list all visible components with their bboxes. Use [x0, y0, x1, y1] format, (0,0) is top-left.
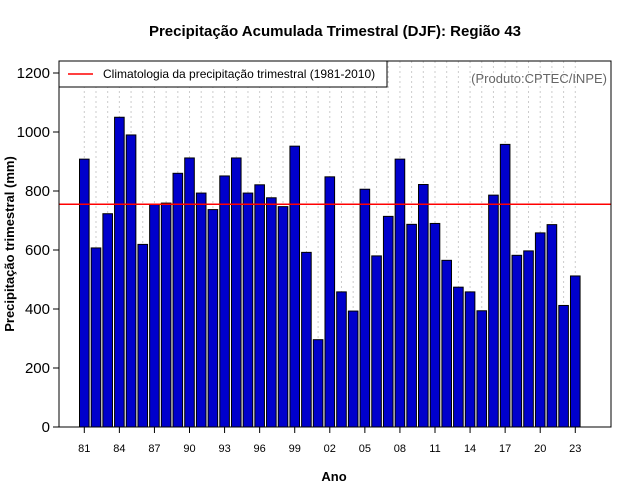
bar-19 — [523, 250, 534, 428]
bar-86 — [137, 243, 149, 428]
bar-07 — [382, 215, 394, 428]
x-axis-title: Ano — [321, 469, 346, 484]
bar-18 — [511, 254, 523, 428]
x-tick-label: 93 — [218, 443, 230, 455]
x-tick-label: 90 — [183, 443, 195, 455]
bar-93 — [219, 175, 230, 428]
y-tick-label: 200 — [25, 360, 50, 377]
bar-02 — [324, 176, 336, 428]
bar-83 — [102, 213, 113, 428]
bar-12 — [441, 259, 452, 428]
bar-05 — [359, 188, 371, 428]
bar-84 — [114, 116, 125, 428]
bar-21 — [546, 224, 558, 428]
bar-17 — [499, 143, 511, 428]
bar-82 — [90, 247, 102, 428]
bar-01 — [312, 339, 324, 428]
bar-99 — [289, 145, 301, 428]
bar-13 — [453, 286, 464, 428]
x-tick-label: 87 — [148, 443, 160, 455]
x-tick-label: 84 — [113, 443, 125, 455]
bar-08 — [394, 158, 406, 428]
bar-10 — [418, 184, 429, 428]
bar-97 — [266, 197, 277, 428]
bar-16 — [488, 194, 499, 428]
x-tick-label: 81 — [78, 443, 90, 455]
x-tick-label: 17 — [499, 443, 511, 455]
bar-95 — [242, 192, 254, 428]
bar-89 — [172, 172, 184, 428]
bar-88 — [160, 202, 172, 428]
bar-94 — [230, 157, 242, 428]
chart-title: Precipitação Acumulada Trimestral (DJF):… — [149, 23, 521, 40]
bar-23 — [569, 275, 581, 428]
bar-96 — [254, 184, 265, 428]
y-tick-label: 600 — [25, 242, 50, 259]
bar-06 — [371, 255, 382, 428]
bar-81 — [79, 158, 90, 428]
bar-14 — [464, 291, 476, 428]
x-tick-label: 99 — [289, 443, 301, 455]
bar-03 — [336, 291, 347, 428]
bar-98 — [277, 206, 289, 428]
bar-90 — [184, 157, 195, 428]
x-tick-label: 20 — [534, 443, 546, 455]
bar-00 — [301, 251, 312, 428]
bar-22 — [558, 304, 569, 428]
bar-85 — [125, 134, 137, 428]
x-tick-label: 02 — [324, 443, 336, 455]
x-tick-label: 96 — [254, 443, 266, 455]
x-tick-label: 05 — [359, 443, 371, 455]
legend-label: Climatologia da precipitação trimestral … — [103, 67, 375, 81]
bar-20 — [534, 232, 546, 428]
bar-87 — [149, 204, 160, 428]
bar-91 — [195, 192, 207, 428]
y-tick-label: 400 — [25, 301, 50, 318]
y-tick-label: 1000 — [17, 124, 50, 141]
bars — [79, 116, 581, 428]
legend: Climatologia da precipitação trimestral … — [58, 60, 388, 88]
x-tick-label: 14 — [464, 443, 476, 455]
y-tick-label: 0 — [42, 419, 50, 436]
x-tick-label: 11 — [429, 443, 440, 455]
y-axis: 0 200 400 600 800 1000 1200 — [17, 65, 59, 436]
bar-11 — [429, 222, 441, 428]
x-axis: 81 84 87 90 93 96 99 02 05 08 11 14 17 20 23 — [78, 427, 581, 455]
bar-04 — [347, 310, 359, 428]
x-tick-label: 23 — [569, 443, 581, 455]
legend-box — [58, 60, 388, 88]
y-tick-label: 1200 — [17, 65, 50, 82]
product-credit: (Produto:CPTEC/INPE) — [471, 71, 607, 86]
bar-92 — [207, 209, 219, 428]
bar-09 — [406, 223, 417, 428]
bar-15 — [476, 310, 488, 428]
y-axis-title: Precipitação trimestral (mm) — [2, 156, 17, 332]
x-tick-label: 08 — [394, 443, 406, 455]
y-tick-label: 800 — [25, 183, 50, 200]
